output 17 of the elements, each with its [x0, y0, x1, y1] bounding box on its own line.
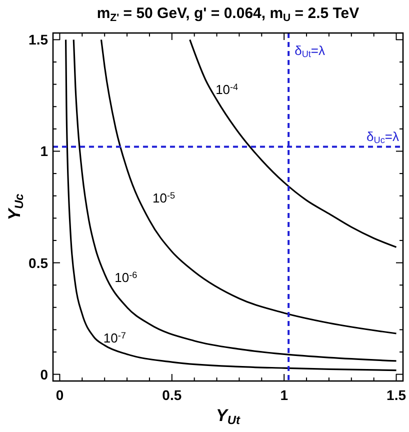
x-tick-label: 1 [280, 387, 288, 403]
series-label: 10$^{-7}$ [103, 330, 126, 346]
ref-line-label: δ$_{Ut}$=λ [294, 43, 326, 60]
x-axis-title: Y$_{Ut}$ [216, 406, 241, 427]
y-tick-label: 1.5 [28, 32, 48, 48]
y-tick-label: 0.5 [28, 254, 48, 271]
ref-line-label: δ$_{Uc}$=λ [366, 128, 400, 146]
series-label: 10$^{-5}$ [152, 190, 176, 206]
y-tick-label: 0 [40, 366, 48, 382]
x-tick-label: 0.5 [162, 387, 182, 403]
series-label: 10$^{-6}$ [114, 270, 138, 285]
y-tick-label: 1 [40, 143, 48, 160]
chart-title: m$_{Z'}$ = 50 GeV, g' = 0.064, m$_{U}$ = 2.5 TeV [96, 5, 360, 24]
series-label: 10$^{-4}$ [216, 82, 238, 97]
x-tick-label: 0 [56, 387, 64, 403]
x-tick-label: 1.5 [386, 387, 406, 403]
line-series [189, 38, 398, 248]
